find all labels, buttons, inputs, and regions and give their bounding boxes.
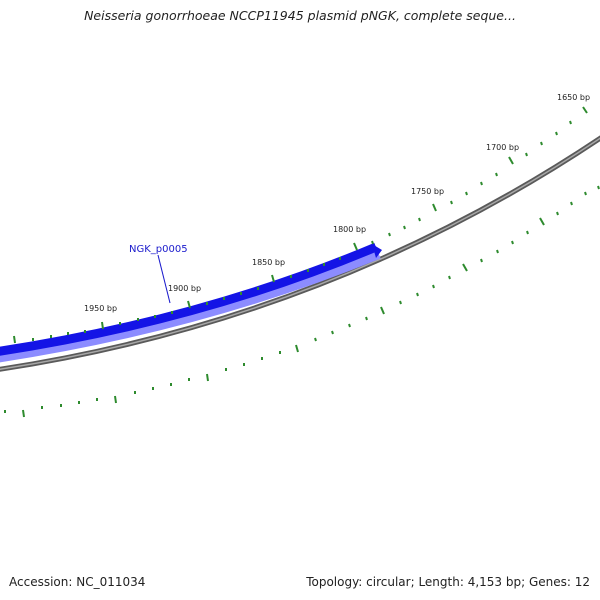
gene-feature-ngk-p0005[interactable] xyxy=(0,242,382,363)
gene-label-group[interactable]: NGK_p0005 xyxy=(129,244,188,304)
gene-leader-line xyxy=(157,254,171,304)
gene-arrowhead xyxy=(372,244,382,258)
bp-label-1900: 1900 bp xyxy=(168,284,201,293)
bp-label-1700: 1700 bp xyxy=(486,143,519,152)
accession-label: Accession: NC_011034 xyxy=(9,575,146,589)
bp-label-1950: 1950 bp xyxy=(84,304,117,313)
gene-label-ngk-p0005[interactable]: NGK_p0005 xyxy=(129,244,188,255)
plasmid-backbone xyxy=(0,135,600,372)
plasmid-title: Neisseria gonorrhoeae NCCP11945 plasmid … xyxy=(84,8,516,23)
outer-tick-ring xyxy=(13,106,588,344)
topology-summary: Topology: circular; Length: 4,153 bp; Ge… xyxy=(306,575,590,589)
bp-label-1800: 1800 bp xyxy=(333,225,366,234)
bp-position-labels: 1650 bp 1700 bp 1750 bp 1800 bp 1850 bp … xyxy=(84,93,590,313)
bp-label-1650: 1650 bp xyxy=(557,93,590,102)
bp-label-1750: 1750 bp xyxy=(411,187,444,196)
inner-tick-ring xyxy=(4,185,600,418)
bp-label-1850: 1850 bp xyxy=(252,258,285,267)
